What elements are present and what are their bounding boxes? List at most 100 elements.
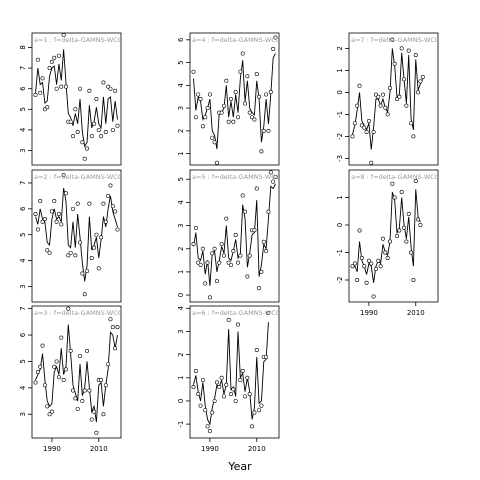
data-point bbox=[80, 140, 85, 145]
data-point bbox=[106, 193, 111, 198]
y-tick-label: 2 bbox=[177, 129, 185, 133]
data-point bbox=[33, 212, 38, 217]
data-point bbox=[233, 232, 238, 237]
panel-annotation: a=6 : f=delta-GAMNS-WCC bbox=[192, 309, 281, 317]
data-point bbox=[92, 245, 97, 250]
data-point bbox=[399, 46, 404, 51]
fit-line bbox=[352, 189, 421, 283]
y-tick-label: 7 bbox=[19, 306, 27, 310]
data-point bbox=[355, 277, 360, 282]
data-point bbox=[228, 97, 233, 102]
data-point bbox=[376, 94, 381, 99]
data-point bbox=[366, 119, 371, 124]
data-point bbox=[66, 306, 71, 311]
data-point bbox=[214, 380, 219, 385]
data-point bbox=[94, 430, 99, 435]
data-point bbox=[406, 48, 411, 53]
data-point bbox=[54, 359, 59, 364]
fit-line bbox=[35, 188, 118, 282]
y-tick-label: 4 bbox=[19, 127, 27, 132]
data-point bbox=[99, 235, 104, 240]
data-point bbox=[96, 127, 101, 132]
data-point bbox=[236, 115, 241, 120]
data-point bbox=[54, 86, 59, 91]
data-point bbox=[231, 119, 236, 124]
data-point bbox=[61, 173, 66, 178]
data-point bbox=[238, 378, 243, 383]
x-tick-label: 1990 bbox=[360, 309, 378, 317]
data-point bbox=[33, 92, 38, 97]
data-point bbox=[92, 121, 97, 126]
data-point bbox=[78, 354, 83, 359]
data-point bbox=[56, 53, 61, 58]
data-point bbox=[380, 236, 385, 241]
panel-a7: -3 -2 -1 0 1 2 a=7 : f=delta-GAMNS-WCC bbox=[336, 32, 440, 166]
x-tick-label: 2010 bbox=[407, 309, 425, 317]
data-point bbox=[108, 317, 113, 322]
data-point bbox=[113, 209, 118, 214]
data-point bbox=[245, 375, 250, 380]
data-point bbox=[369, 160, 374, 165]
panel-a8: -2 -1 0 1 1990 2010 a=8 : f=delta-GAMNS-WCC bbox=[336, 169, 440, 317]
data-point bbox=[56, 375, 61, 380]
data-point bbox=[257, 94, 262, 99]
data-point bbox=[198, 403, 203, 408]
data-point bbox=[200, 378, 205, 383]
y-tick-label: 8 bbox=[19, 45, 27, 49]
data-point bbox=[371, 130, 376, 135]
data-point bbox=[352, 261, 357, 266]
data-point bbox=[59, 84, 64, 89]
y-tick-label: 0 bbox=[177, 293, 185, 297]
data-point bbox=[366, 258, 371, 263]
panel-a3: 3 4 5 6 7 1990 2010 a=3 : f=delta-GAMNS-WCC bbox=[19, 305, 123, 453]
panel-a2: 3 4 5 6 7 a=2 : f=delta-GAMNS-WCC bbox=[19, 169, 123, 303]
panel-a5: 0 1 2 3 4 5 a=5 : f=delta-GAMNS-WCC bbox=[177, 169, 281, 303]
y-tick-label: 2 bbox=[177, 352, 185, 356]
data-point bbox=[85, 348, 90, 353]
x-tick-label: 1990 bbox=[43, 445, 61, 453]
y-tick-label: -2 bbox=[336, 277, 344, 284]
data-point bbox=[387, 86, 392, 91]
data-point bbox=[63, 367, 68, 372]
data-point bbox=[73, 253, 78, 258]
data-point bbox=[210, 135, 215, 140]
data-point bbox=[226, 317, 231, 322]
data-point bbox=[203, 408, 208, 413]
panel-annotation: a=2 : f=delta-GAMNS-WCC bbox=[34, 173, 123, 181]
data-point bbox=[247, 391, 252, 396]
data-point bbox=[219, 375, 224, 380]
x-axis-label: Year bbox=[227, 460, 252, 473]
data-point bbox=[254, 186, 259, 191]
y-tick-label: 5 bbox=[177, 177, 185, 181]
data-point bbox=[49, 209, 54, 214]
data-point bbox=[233, 398, 238, 403]
data-point bbox=[40, 219, 45, 224]
data-point bbox=[212, 246, 217, 251]
panel-frame bbox=[348, 32, 439, 166]
data-point bbox=[359, 255, 364, 260]
data-point bbox=[73, 396, 78, 401]
data-point bbox=[203, 115, 208, 120]
data-point bbox=[47, 250, 52, 255]
data-point bbox=[203, 281, 208, 286]
data-point bbox=[205, 424, 210, 429]
data-point bbox=[196, 260, 201, 265]
data-point bbox=[61, 377, 66, 382]
y-tick-label: -2 bbox=[336, 133, 344, 140]
data-point bbox=[387, 239, 392, 244]
data-point bbox=[378, 103, 383, 108]
data-point bbox=[252, 228, 257, 233]
data-point bbox=[82, 388, 87, 393]
data-point bbox=[193, 225, 198, 230]
data-point bbox=[271, 46, 276, 51]
panel-annotation: a=1 : f=delta-GAMNS-WCC bbox=[34, 36, 123, 44]
panel-frame bbox=[31, 32, 122, 166]
data-point bbox=[364, 280, 369, 285]
data-point bbox=[82, 292, 87, 297]
data-point bbox=[219, 110, 224, 115]
data-point bbox=[210, 410, 215, 415]
panel-a1: 3 4 5 6 7 8 a=1 : f=delta-GAMNS-WCC bbox=[19, 32, 123, 166]
panel-a6: -1 0 1 2 3 4 1990 2010 a=6 : f=delta-GAMNS-WCC bbox=[177, 306, 281, 453]
data-point bbox=[259, 149, 264, 154]
data-point bbox=[240, 193, 245, 198]
